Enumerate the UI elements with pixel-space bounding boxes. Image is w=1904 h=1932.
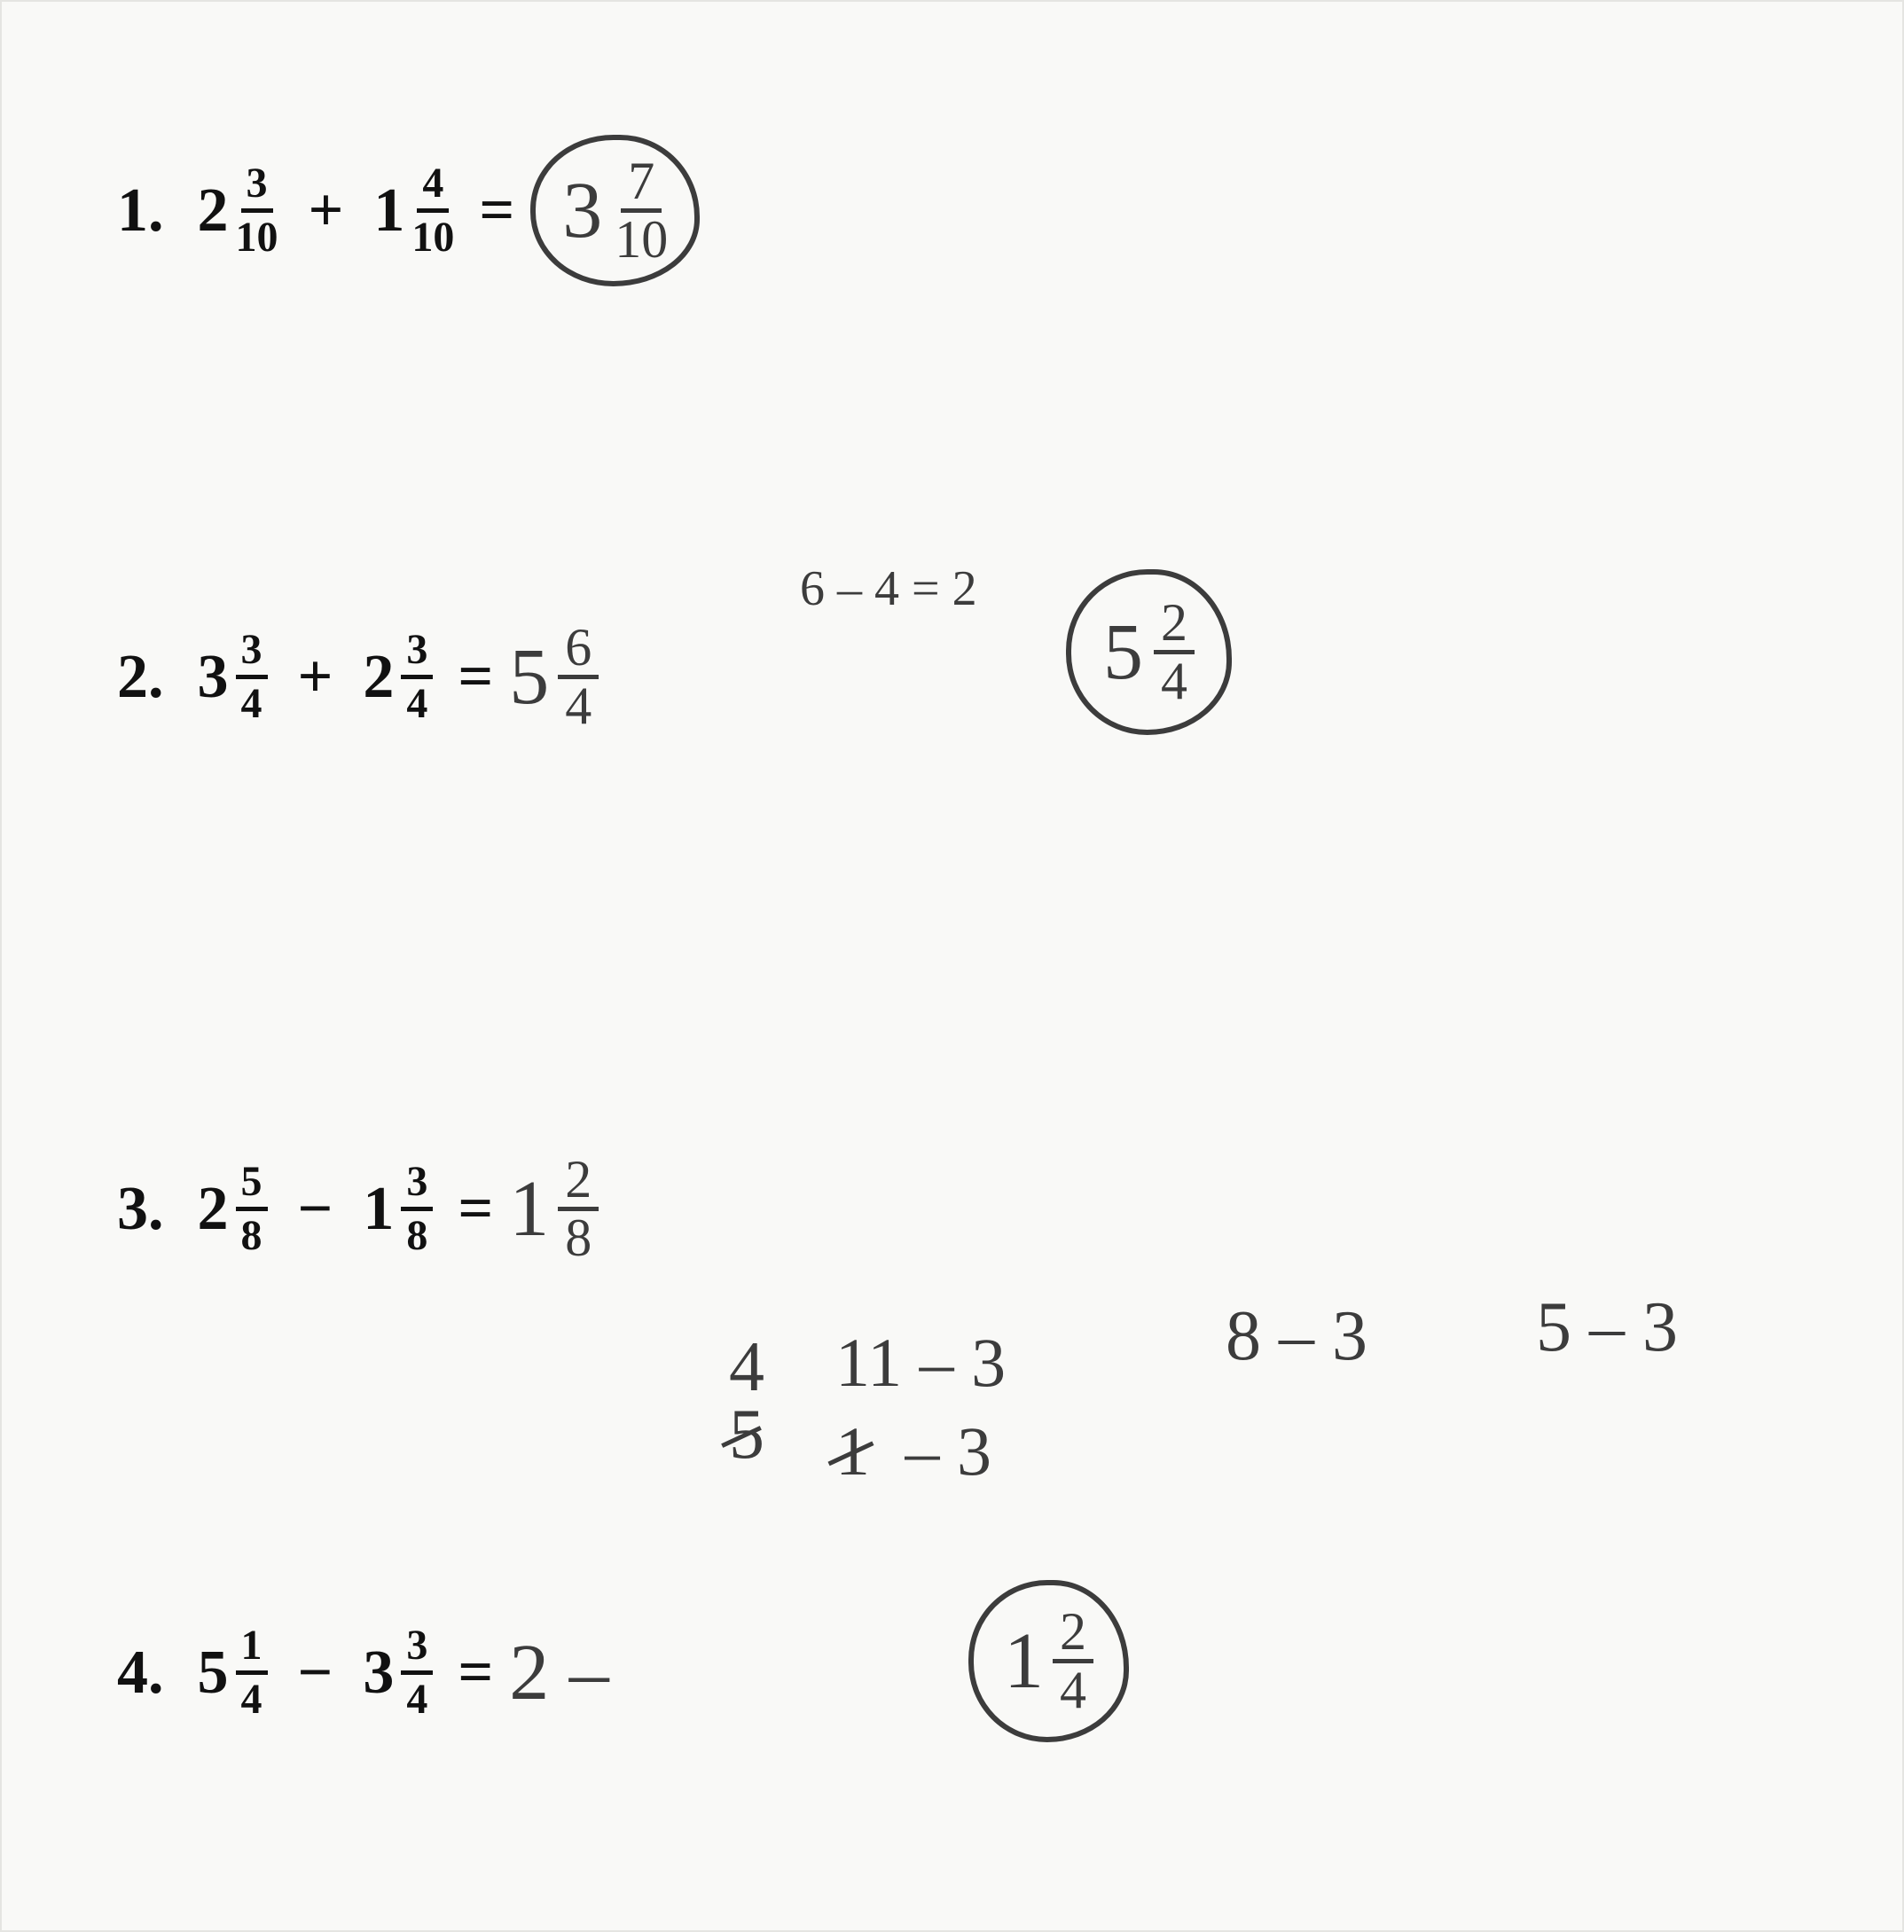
operator: − (298, 1638, 333, 1709)
problem-number: 4. (117, 1638, 164, 1709)
problem-2: 2. 3 3 4 + 2 3 4 = 5 6 4 (117, 622, 599, 731)
problem-number: 3. (117, 1174, 164, 1245)
operator: + (309, 176, 344, 246)
term-1: 5 1 4 (198, 1624, 268, 1721)
operator: − (298, 1174, 333, 1245)
term-2: 1 3 8 (363, 1161, 433, 1257)
answer-3: 1 2 8 (509, 1154, 599, 1263)
term-1: 2 5 8 (198, 1161, 268, 1257)
answer-circled: 3 7 10 (530, 135, 700, 286)
equals-sign: = (479, 176, 514, 246)
scratch-5-minus-3: 5 – 3 (1536, 1287, 1678, 1368)
term-2: 1 4 10 (373, 162, 454, 259)
work-mixed: 5 6 4 (509, 622, 599, 731)
fraction: 3 8 (401, 1161, 433, 1257)
fraction: 3 4 (236, 629, 268, 725)
answer-fraction: 2 4 (1154, 598, 1195, 707)
answer-fraction: 2 8 (558, 1154, 599, 1263)
fraction: 5 8 (236, 1161, 268, 1257)
fraction: 3 10 (236, 162, 278, 259)
equals-sign: = (458, 1174, 493, 1245)
scratch-8-minus-3: 8 – 3 (1226, 1296, 1367, 1377)
scratch-1-minus-3: 1 – 3 (835, 1412, 991, 1491)
term-1: 3 3 4 (198, 629, 268, 725)
scratch-11-minus-3: 11 – 3 (835, 1323, 1006, 1403)
term-1: 2 3 10 (198, 162, 278, 259)
equals-sign: = (458, 642, 493, 713)
answer-fraction: 7 10 (615, 156, 668, 265)
equals-sign: = (458, 1638, 493, 1709)
worksheet-page: 1. 2 3 10 + 1 4 10 = 3 7 10 2. (0, 0, 1904, 1932)
answer-2: 5 2 4 (1066, 569, 1232, 735)
problem-3: 3. 2 5 8 − 1 3 8 = 1 2 8 (117, 1154, 599, 1263)
problem-number: 1. (117, 176, 164, 246)
operator: + (298, 642, 333, 713)
scratch-2-minus: 2 – (509, 1627, 609, 1718)
problem-number: 2. (117, 642, 164, 713)
term-2: 3 3 4 (363, 1624, 433, 1721)
fraction: 3 4 (401, 629, 433, 725)
term-2: 2 3 4 (363, 629, 433, 725)
fraction: 1 4 (236, 1624, 268, 1721)
work-fraction: 6 4 (558, 622, 599, 731)
answer-4: 1 2 4 (968, 1580, 1129, 1742)
fraction: 4 10 (411, 162, 454, 259)
problem-1: 1. 2 3 10 + 1 4 10 = 3 7 10 (117, 135, 700, 286)
fraction: 3 4 (401, 1624, 433, 1721)
work-note: 6 – 4 = 2 (800, 560, 977, 617)
answer-fraction: 2 4 (1053, 1607, 1093, 1716)
problem-4: 4. 5 1 4 − 3 3 4 = 2 – (117, 1624, 609, 1721)
scratch-4-over-5: 4 5 (729, 1332, 764, 1470)
